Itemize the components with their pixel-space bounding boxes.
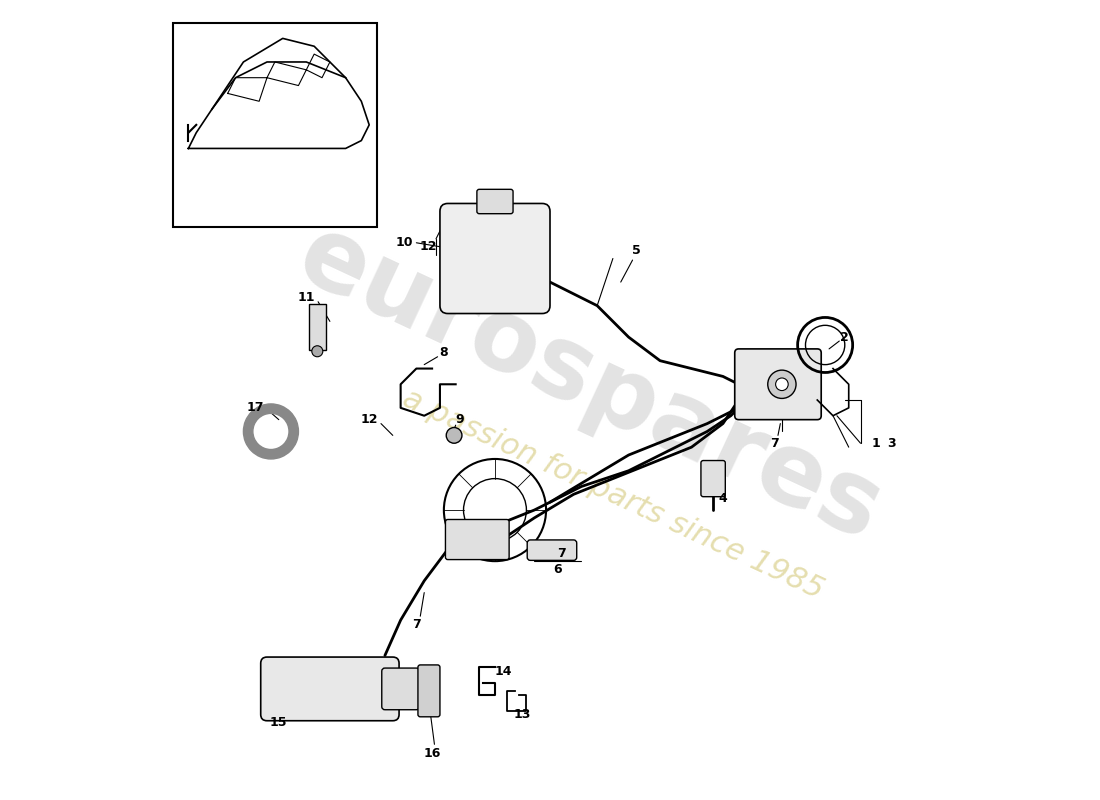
Text: 1: 1	[872, 437, 881, 450]
Text: 7: 7	[770, 437, 779, 450]
FancyBboxPatch shape	[440, 203, 550, 314]
FancyBboxPatch shape	[735, 349, 822, 420]
Text: 15: 15	[270, 716, 287, 729]
Wedge shape	[243, 404, 298, 459]
FancyBboxPatch shape	[527, 540, 576, 560]
Text: 13: 13	[514, 708, 531, 721]
Text: 11: 11	[298, 291, 315, 304]
Text: 17: 17	[246, 402, 264, 414]
Text: 12: 12	[419, 240, 437, 254]
Circle shape	[776, 378, 789, 390]
Text: 4: 4	[718, 492, 727, 505]
Text: 6: 6	[553, 562, 562, 575]
Circle shape	[208, 129, 248, 168]
Text: 2: 2	[840, 330, 849, 344]
Circle shape	[419, 683, 438, 702]
Circle shape	[320, 139, 339, 158]
FancyBboxPatch shape	[309, 304, 326, 350]
Text: 3: 3	[888, 437, 896, 450]
Text: 9: 9	[455, 413, 464, 426]
Text: 5: 5	[632, 244, 641, 257]
Text: eurospares: eurospares	[283, 206, 896, 562]
Text: 10: 10	[396, 236, 414, 250]
Circle shape	[768, 370, 796, 398]
FancyBboxPatch shape	[701, 461, 725, 497]
Circle shape	[218, 139, 238, 158]
Text: a passion for parts since 1985: a passion for parts since 1985	[398, 384, 828, 605]
Text: 8: 8	[440, 346, 448, 359]
Text: 7: 7	[412, 618, 420, 630]
Circle shape	[447, 427, 462, 443]
Text: 7: 7	[558, 546, 566, 560]
FancyBboxPatch shape	[477, 190, 513, 214]
Text: 12: 12	[361, 413, 378, 426]
FancyBboxPatch shape	[173, 22, 377, 227]
Text: 14: 14	[494, 665, 512, 678]
FancyBboxPatch shape	[382, 668, 419, 710]
Text: 16: 16	[424, 747, 441, 760]
FancyBboxPatch shape	[418, 665, 440, 717]
Circle shape	[310, 129, 350, 168]
FancyBboxPatch shape	[261, 657, 399, 721]
Circle shape	[311, 346, 322, 357]
FancyBboxPatch shape	[446, 519, 509, 559]
